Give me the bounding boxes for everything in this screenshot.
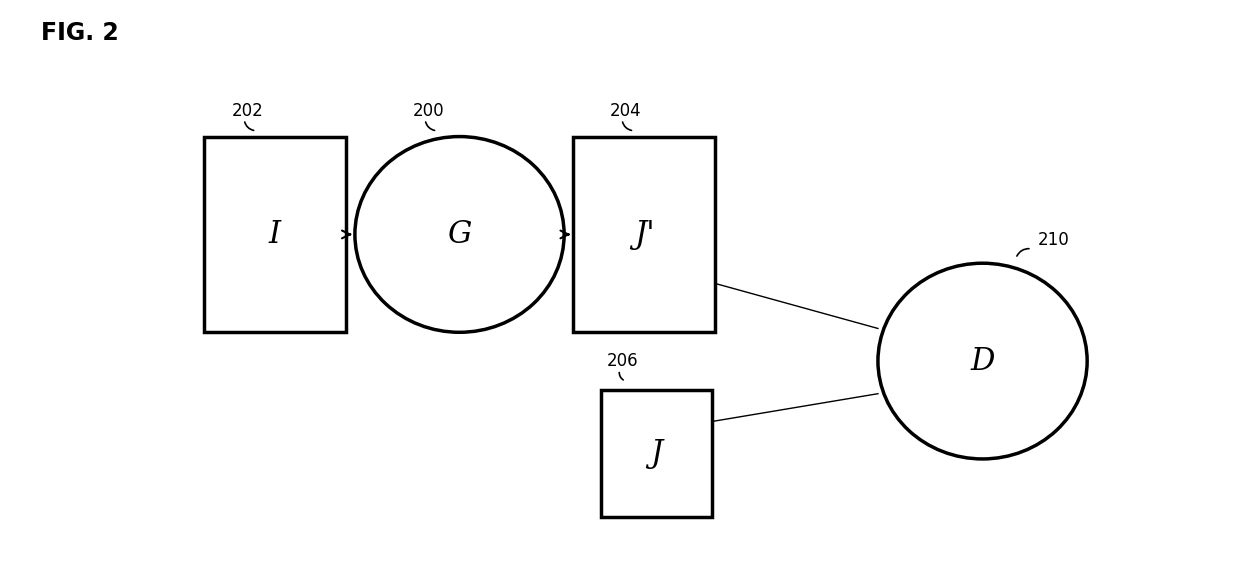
Text: I: I <box>269 219 281 250</box>
Text: 200: 200 <box>413 102 445 120</box>
Ellipse shape <box>354 137 564 332</box>
Text: D: D <box>970 346 995 377</box>
Bar <box>601 390 711 516</box>
Text: J': J' <box>634 219 654 250</box>
Text: 204: 204 <box>610 102 642 120</box>
Bar <box>574 137 715 332</box>
Text: J: J <box>650 437 663 469</box>
Text: G: G <box>447 219 472 250</box>
Text: 202: 202 <box>232 102 264 120</box>
Text: 206: 206 <box>607 352 639 370</box>
Ellipse shape <box>878 263 1087 459</box>
Text: 210: 210 <box>1038 231 1069 249</box>
Bar <box>204 137 346 332</box>
Text: FIG. 2: FIG. 2 <box>41 22 119 46</box>
